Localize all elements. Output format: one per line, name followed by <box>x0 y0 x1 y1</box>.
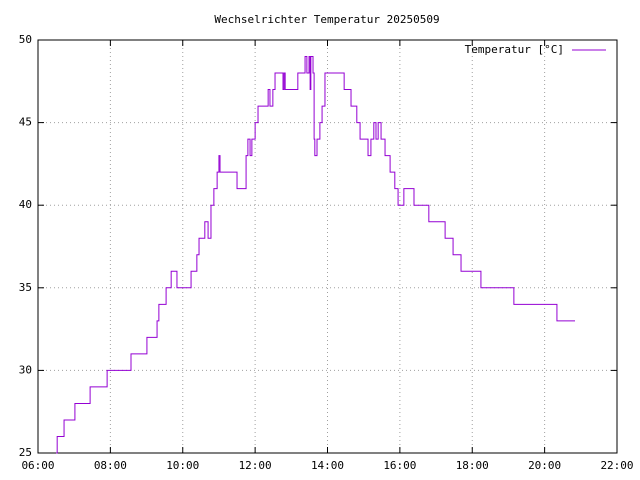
x-tick-label: 14:00 <box>311 459 344 472</box>
x-tick-label: 08:00 <box>94 459 127 472</box>
y-tick-label: 25 <box>19 446 32 459</box>
chart-title: Wechselrichter Temperatur 20250509 <box>214 13 439 26</box>
series-line <box>56 56 576 454</box>
y-tick-label: 45 <box>19 116 32 129</box>
y-tick-label: 35 <box>19 281 32 294</box>
x-tick-label: 12:00 <box>239 459 272 472</box>
x-tick-label: 18:00 <box>456 459 489 472</box>
x-tick-label: 20:00 <box>528 459 561 472</box>
x-tick-label: 10:00 <box>166 459 199 472</box>
legend-label: Temperatur [°C] <box>465 43 564 56</box>
x-tick-label: 06:00 <box>21 459 54 472</box>
plot-border <box>37 39 618 454</box>
y-tick-label: 40 <box>19 198 32 211</box>
x-tick-label: 16:00 <box>383 459 416 472</box>
y-tick-label: 30 <box>19 363 32 376</box>
x-tick-label: 22:00 <box>600 459 633 472</box>
y-tick-label: 50 <box>19 33 32 46</box>
